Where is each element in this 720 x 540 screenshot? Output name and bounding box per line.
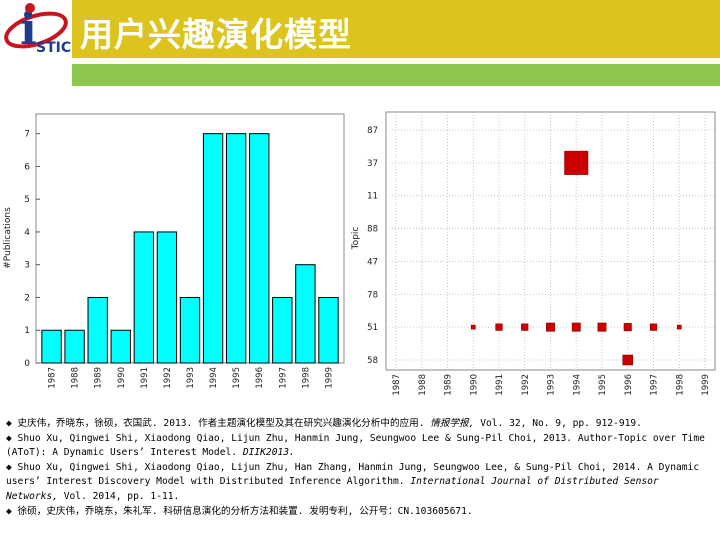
reference-item: ◆ 徐硕，史庆伟，乔晓东，朱礼军. 科研信息演化的分析方法和装置. 发明专利, … <box>6 505 716 520</box>
bar <box>272 296 293 364</box>
x-tick-label: 1989 <box>94 367 104 389</box>
istic-logo: i STIC <box>0 0 72 58</box>
reference-details: Vol. 32, No. 9, pp. 912-919. <box>474 418 642 429</box>
x-tick-label: 1992 <box>163 367 173 389</box>
reference-list: ◆ 史庆伟，乔晓东，徐硕，衣国武. 2013. 作者主题演化模型及其在研究兴趣演… <box>6 417 716 519</box>
y-axis-label: Topic <box>351 227 361 251</box>
x-tick-label: 1999 <box>701 374 711 396</box>
bars <box>41 133 339 364</box>
topic-point <box>546 322 555 332</box>
y-tick-label: 11 <box>367 192 378 202</box>
bar <box>41 329 62 364</box>
y-tick-label: 51 <box>367 323 378 333</box>
x-axis-ticks: 1987 1988 1989 1990 1991 1992 1993 1994 1995 1996… <box>48 367 335 389</box>
topic-point <box>495 323 503 331</box>
x-tick-label: 1995 <box>232 367 242 389</box>
y-tick-label: 6 <box>24 162 30 172</box>
x-tick-label: 1995 <box>598 374 608 396</box>
bar <box>156 231 178 364</box>
y-tick-label: 3 <box>24 261 30 271</box>
reference-venue: 情报学报, <box>430 418 475 429</box>
y-tick-label: 2 <box>24 293 30 303</box>
x-tick-label: 1993 <box>186 367 196 389</box>
x-tick-label: 1994 <box>572 374 582 396</box>
x-axis-ticks: 1987 1988 1989 1990 1991 1992 1993 1994 1995 1996… <box>392 374 711 396</box>
topic-evolution-chart: 87 37 11 88 47 78 51 58 1987 1988 1989 1990 1991 199… <box>351 111 716 396</box>
x-tick-label: 1991 <box>495 374 505 396</box>
reference-text: ◆ 徐硕，史庆伟，乔晓东，朱礼军. 科研信息演化的分析方法和装置. 发明专利, … <box>6 505 473 517</box>
topic-point <box>564 150 589 175</box>
x-tick-label: 1990 <box>117 367 127 389</box>
x-tick-label: 1997 <box>650 374 660 396</box>
x-tick-label: 1988 <box>418 374 428 396</box>
x-tick-label: 1999 <box>324 367 334 389</box>
bar <box>295 264 316 364</box>
x-tick-label: 1993 <box>547 374 557 396</box>
accent-bar <box>72 64 720 86</box>
reference-text: ◆ 史庆伟，乔晓东，徐硕，衣国武. 2013. 作者主题演化模型及其在研究兴趣演… <box>6 418 431 429</box>
y-tick-label: 87 <box>367 126 378 136</box>
reference-item: ◆ Shuo Xu, Qingwei Shi, Xiaodong Qiao, L… <box>6 461 716 505</box>
reference-venue: DIIK2013. <box>242 447 295 459</box>
reference-details: Vol. 2014, pp. 1-11. <box>57 490 180 502</box>
header-bar: i STIC 用户兴趣演化模型 <box>0 0 720 58</box>
topic-point <box>470 324 476 330</box>
y-tick-label: 88 <box>367 225 378 235</box>
logo-text: STIC <box>36 40 71 56</box>
y-tick-label: 47 <box>367 257 378 267</box>
topic-point <box>622 354 634 366</box>
reference-item: ◆ Shuo Xu, Qingwei Shi, Xiaodong Qiao, L… <box>6 432 716 461</box>
reference-text: ◆ Shuo Xu, Qingwei Shi, Xiaodong Qiao, L… <box>6 432 705 459</box>
x-tick-label: 1991 <box>140 367 150 389</box>
page-title: 用户兴趣演化模型 <box>80 15 352 54</box>
bar <box>110 329 131 364</box>
x-tick-label: 1994 <box>209 367 219 389</box>
x-tick-label: 1992 <box>521 374 531 396</box>
y-tick-label: 78 <box>367 290 378 300</box>
istic-logo-icon: i STIC <box>4 3 71 56</box>
y-tick-label: 37 <box>367 159 378 169</box>
bar <box>133 231 155 364</box>
y-tick-label: 58 <box>367 356 378 366</box>
x-tick-label: 1987 <box>392 374 402 396</box>
reference-text: ◆ Shuo Xu, Qingwei Shi, Xiaodong Qiao, L… <box>6 461 700 488</box>
topic-point <box>597 322 607 332</box>
publications-bar-chart: 0 1 2 3 4 5 6 7 1987 1988 1989 1990 1991 1992 1993 199… <box>3 113 345 389</box>
reference-venue: International Journal of Distributed Sen… <box>6 476 659 502</box>
x-tick-label: 1996 <box>255 367 265 389</box>
topic-point <box>623 323 632 332</box>
reference-item: ◆ 史庆伟，乔晓东，徐硕，衣国武. 2013. 作者主题演化模型及其在研究兴趣演… <box>6 417 716 432</box>
x-tick-label: 1988 <box>71 367 81 389</box>
x-tick-label: 1996 <box>624 374 634 396</box>
grid-lines <box>386 112 715 370</box>
x-tick-label: 1987 <box>48 367 58 389</box>
y-tick-label: 5 <box>24 195 30 205</box>
y-tick-label: 4 <box>24 228 30 238</box>
y-axis-label: #Publications <box>3 207 13 269</box>
bar <box>64 329 85 364</box>
x-tick-label: 1989 <box>444 374 454 396</box>
y-axis-ticks: 0 1 2 3 4 5 6 7 <box>24 130 40 369</box>
bar <box>87 296 108 364</box>
topic-points <box>470 150 682 366</box>
topic-point <box>521 323 529 331</box>
y-tick-label: 0 <box>24 359 30 369</box>
y-axis-ticks: 87 37 11 88 47 78 51 58 <box>367 126 378 366</box>
bar <box>179 296 201 364</box>
topic-point <box>649 323 658 331</box>
logo-letter: i <box>20 4 37 55</box>
bar <box>202 133 224 364</box>
y-tick-label: 7 <box>24 130 30 140</box>
x-tick-label: 1998 <box>675 374 685 396</box>
topic-point <box>676 324 682 330</box>
topic-point <box>571 322 581 332</box>
x-tick-label: 1990 <box>469 374 479 396</box>
bar <box>225 133 247 364</box>
bar <box>318 296 339 364</box>
x-tick-label: 1997 <box>278 367 288 389</box>
bar <box>249 133 270 364</box>
y-tick-label: 1 <box>24 326 30 336</box>
x-tick-label: 1998 <box>301 367 311 389</box>
